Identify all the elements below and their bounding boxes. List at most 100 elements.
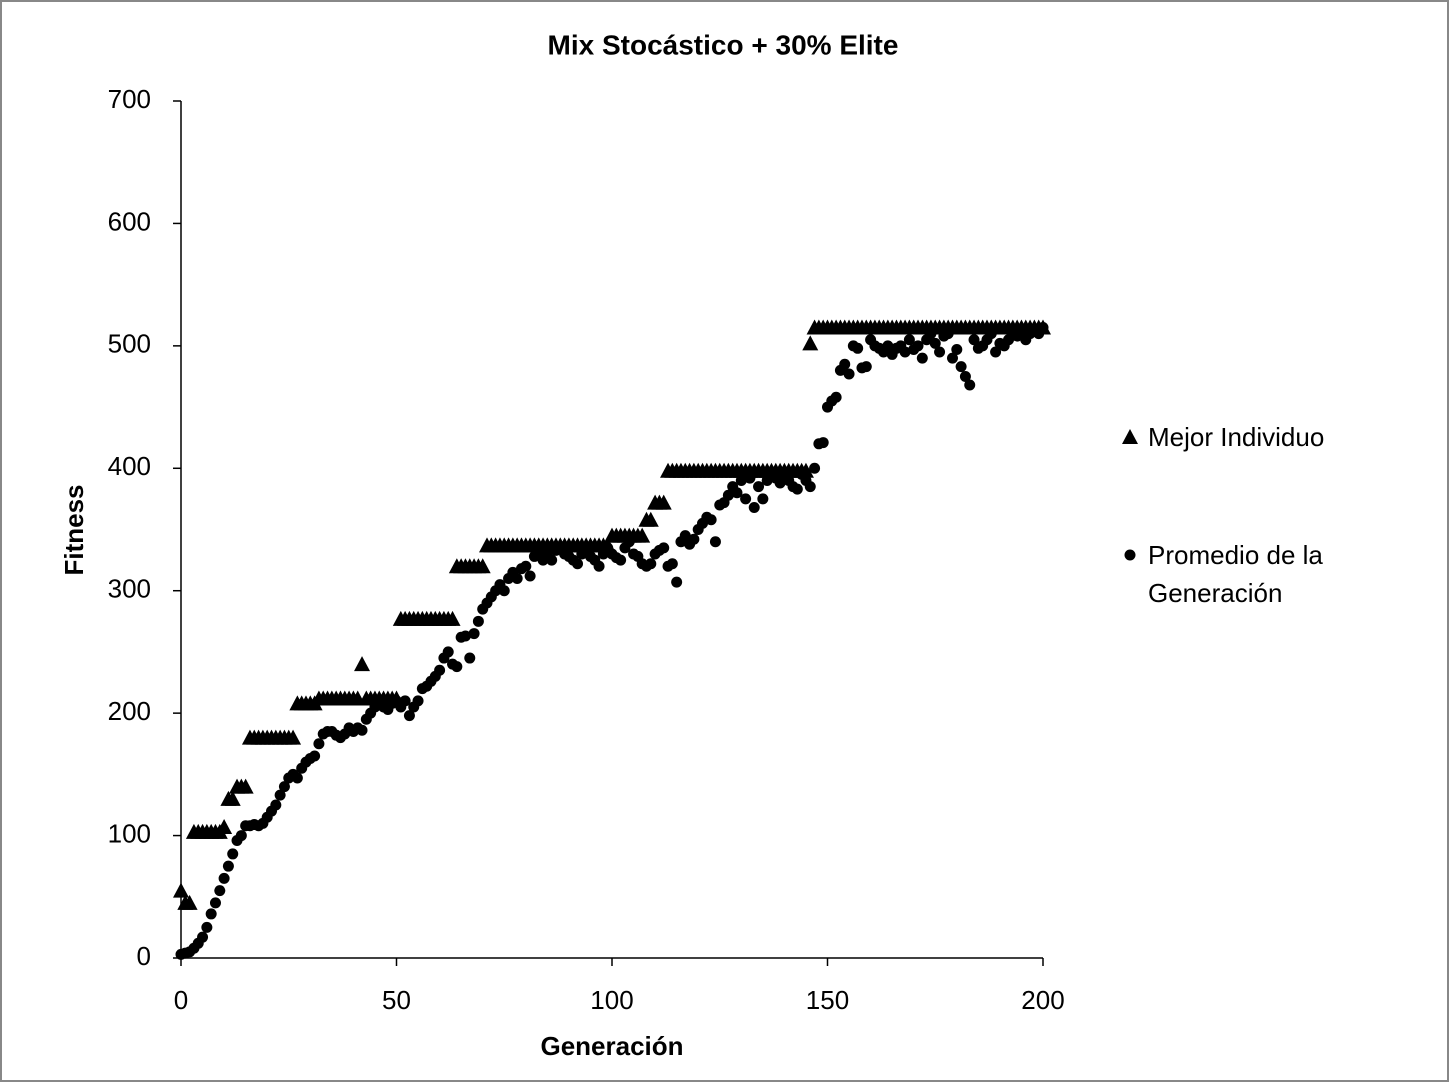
circle-marker (882, 340, 894, 352)
circle-marker (809, 462, 821, 474)
circle-marker (270, 799, 282, 811)
circle-marker (830, 391, 842, 403)
circle-marker (774, 477, 786, 489)
circle-marker (197, 931, 209, 943)
circle-marker (205, 908, 217, 920)
circle-marker (434, 664, 446, 676)
circle-marker (201, 921, 213, 933)
circle-marker (735, 475, 747, 487)
circle-marker (520, 560, 532, 572)
circle-marker (459, 630, 471, 642)
circle-marker (860, 361, 872, 373)
circle-marker (899, 346, 911, 358)
circle-marker (464, 652, 476, 664)
y-tick-label: 0 (137, 941, 151, 971)
triangle-marker (474, 558, 491, 574)
legend-label: Promedio de la Generación (1148, 540, 1323, 608)
circle-marker (1015, 325, 1027, 337)
x-tick-label: 150 (806, 985, 849, 1015)
circle-marker (291, 772, 303, 784)
circle-marker (946, 352, 958, 364)
triangle-marker (181, 894, 198, 910)
circle-marker (929, 337, 941, 349)
circle-marker (412, 695, 424, 707)
triangle-marker (1122, 429, 1138, 444)
circle-marker (791, 483, 803, 495)
y-tick-label: 300 (108, 574, 151, 604)
circle-marker (645, 558, 657, 570)
circle-marker (959, 370, 971, 382)
circle-marker (942, 328, 954, 340)
circle-marker (852, 342, 864, 354)
x-tick-label: 100 (590, 985, 633, 1015)
triangle-marker (285, 729, 302, 745)
circle-marker (990, 346, 1002, 358)
circle-marker (468, 628, 480, 640)
circle-marker (839, 358, 851, 370)
circle-marker (593, 560, 605, 572)
triangle-marker (444, 610, 461, 626)
circle-marker (403, 710, 415, 722)
circle-marker (658, 542, 670, 554)
x-tick-label: 50 (382, 985, 411, 1015)
circle-marker (511, 572, 523, 584)
circle-marker (804, 481, 816, 493)
legend-label: Mejor Individuo (1148, 422, 1325, 452)
circle-marker (934, 346, 946, 358)
circle-marker (744, 472, 756, 484)
circle-marker (925, 328, 937, 340)
circle-marker (817, 437, 829, 449)
circle-marker (442, 646, 454, 658)
circle-marker (472, 615, 484, 627)
circle-marker (985, 328, 997, 340)
circle-marker (546, 554, 558, 566)
circle-marker (709, 536, 721, 548)
circle-marker (722, 489, 734, 501)
circle-marker (278, 781, 290, 793)
circle-marker (356, 724, 368, 736)
circle-marker (748, 501, 760, 513)
chart-title: Mix Stocástico + 30% Elite (548, 29, 899, 60)
circle-marker (580, 542, 592, 554)
y-axis-label: Fitness (59, 484, 89, 575)
circle-marker (903, 334, 915, 346)
triangle-marker (634, 527, 651, 543)
x-axis-label: Generación (540, 1031, 683, 1061)
circle-marker (955, 361, 967, 373)
x-tick-label: 0 (174, 985, 188, 1015)
circle-marker (623, 536, 635, 548)
circle-marker (912, 340, 924, 352)
circle-marker (313, 738, 325, 750)
x-tick-label: 200 (1021, 985, 1064, 1015)
y-tick-label: 400 (108, 451, 151, 481)
triangle-marker (354, 656, 371, 672)
circle-marker (968, 334, 980, 346)
circle-marker (964, 379, 976, 391)
triangle-marker (173, 882, 189, 898)
y-tick-label: 700 (108, 84, 151, 114)
circle-marker (1037, 321, 1049, 333)
circle-marker (399, 695, 411, 707)
y-tick-label: 600 (108, 206, 151, 236)
circle-marker (916, 352, 928, 364)
triangle-marker (237, 778, 254, 794)
triangle-marker (655, 494, 672, 510)
triangle-marker (642, 511, 659, 527)
circle-marker (753, 481, 765, 493)
circle-marker (274, 789, 286, 801)
circle-marker (309, 750, 321, 762)
circle-marker (209, 897, 221, 909)
circle-marker (218, 872, 230, 884)
circle-marker (951, 344, 963, 356)
circle-marker (222, 860, 234, 872)
circle-marker (731, 487, 743, 499)
circle-marker (843, 368, 855, 380)
circle-marker (705, 514, 717, 526)
circle-marker (671, 576, 683, 588)
circle-marker (666, 558, 678, 570)
circle-marker (235, 830, 247, 842)
circle-marker (757, 493, 769, 505)
triangle-marker (216, 819, 233, 835)
